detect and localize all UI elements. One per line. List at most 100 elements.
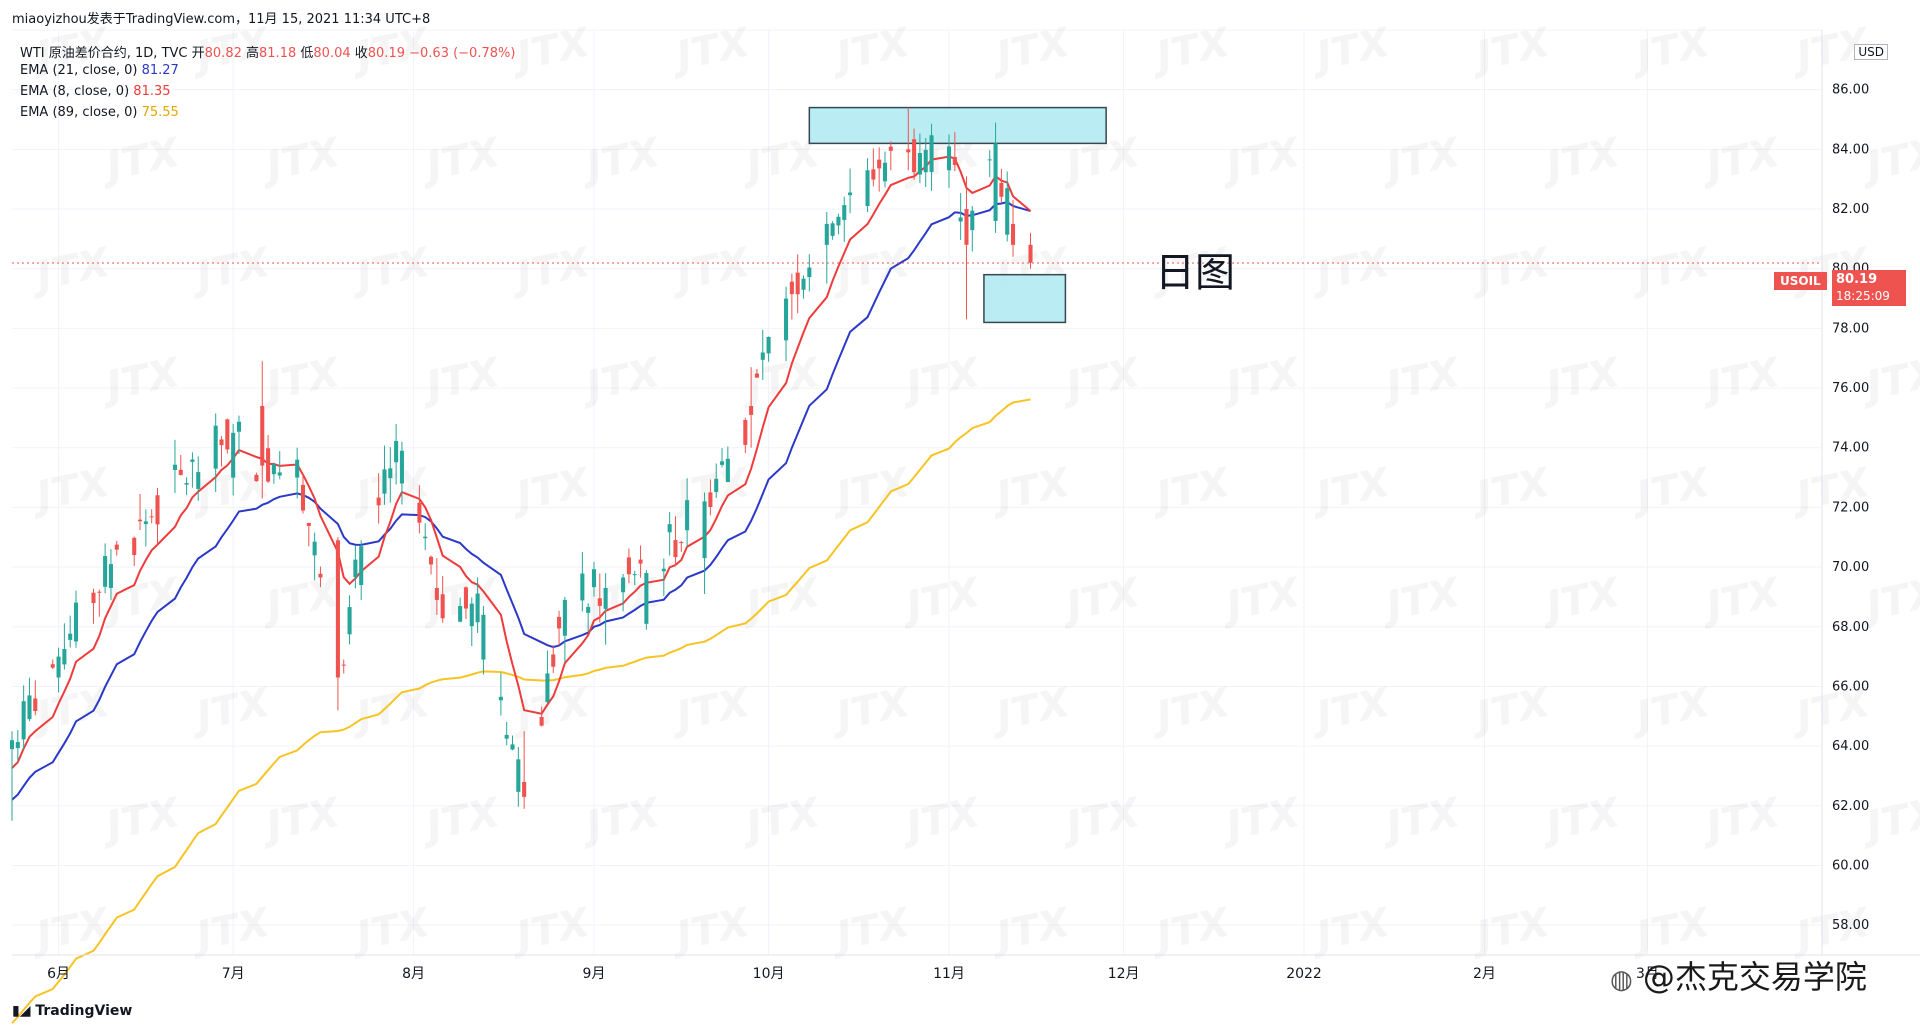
price-tick-label: 72.00 xyxy=(1832,500,1869,515)
candle-body xyxy=(271,464,276,475)
watermark-text: JTX xyxy=(1376,129,1466,191)
symbol-price-tag: USOIL xyxy=(1774,272,1827,290)
candle-body xyxy=(661,568,666,572)
watermark-text: JTX xyxy=(1056,349,1146,411)
watermark-text: JTX xyxy=(1696,349,1786,411)
candle-body xyxy=(999,182,1004,197)
candle-body xyxy=(50,664,55,668)
candle-body xyxy=(376,497,381,506)
candle-body xyxy=(62,648,67,665)
watermark-text: JTX xyxy=(346,899,436,961)
candle-body xyxy=(673,540,678,558)
watermark-text: JTX xyxy=(576,569,666,631)
candle-body xyxy=(551,654,556,667)
watermark-text: JTX xyxy=(1696,129,1786,191)
price-tick-label: 84.00 xyxy=(1832,142,1869,157)
watermark-text: JTX xyxy=(1626,19,1716,81)
price-tick-label: 60.00 xyxy=(1832,858,1869,873)
tradingview-brand: TradingView xyxy=(35,1003,133,1019)
watermark-text: JTX xyxy=(666,899,756,961)
current-price-tag: 80.19 18:25:09 xyxy=(1832,270,1906,306)
watermark-text: JTX xyxy=(256,129,346,191)
candle-body xyxy=(475,593,480,623)
watermark-text: JTX xyxy=(1466,899,1556,961)
candle-body xyxy=(458,606,463,622)
watermark-text: JTX xyxy=(826,679,916,741)
candle-body xyxy=(807,267,812,278)
price-tick-label: 76.00 xyxy=(1832,381,1869,396)
candle-body xyxy=(644,573,649,624)
candle-body xyxy=(172,464,177,470)
symbol-name: WTI 原油差价合约, 1D, TVC xyxy=(20,46,188,61)
time-tick-label: 9月 xyxy=(583,966,606,982)
candle-body xyxy=(749,405,754,415)
candle-body xyxy=(539,716,544,726)
indicator-ema89[interactable]: EMA (89, close, 0) 75.55 xyxy=(20,105,179,120)
candle-body xyxy=(97,591,102,593)
candle-body xyxy=(463,587,468,609)
open-label: 开 xyxy=(191,46,205,61)
candle-body xyxy=(626,557,631,575)
low-label: 低 xyxy=(300,46,314,61)
wechat-watermark: ◍ @杰克交易学院 xyxy=(1610,952,1867,998)
candle-body xyxy=(725,458,730,483)
watermark-text: JTX xyxy=(896,569,986,631)
candle-body xyxy=(196,472,201,489)
candle-body xyxy=(667,524,672,533)
symbol-legend[interactable]: WTI 原油差价合约, 1D, TVC 开80.82 高81.18 低80.04… xyxy=(20,42,515,61)
tradingview-logo[interactable]: ▮◢ TradingView xyxy=(12,1003,132,1019)
watermark-text: JTX xyxy=(576,349,666,411)
watermark-text: JTX xyxy=(1306,679,1396,741)
watermark-text: JTX xyxy=(416,789,506,851)
candle-body xyxy=(801,278,806,290)
candle-body xyxy=(155,495,160,525)
candle-body xyxy=(638,559,643,564)
watermark-text: JTX xyxy=(186,899,276,961)
price-tick-label: 64.00 xyxy=(1832,739,1869,754)
watermark-text: JTX xyxy=(1146,459,1236,521)
candle-body xyxy=(685,500,690,531)
candle-body xyxy=(719,461,725,465)
currency-button[interactable]: USD xyxy=(1854,44,1888,60)
watermark-text: JTX xyxy=(1626,679,1716,741)
watermark-text: JTX xyxy=(1306,459,1396,521)
candle-body xyxy=(143,521,148,525)
price-axis[interactable]: 58.00 60.00 62.00 64.00 66.00 68.00 70.00 72.00… xyxy=(1832,83,1869,933)
time-axis[interactable]: 6月 7月 8月 9月 10月 11月 12月 2022 2月 3月 xyxy=(47,966,1659,982)
candle-body xyxy=(108,564,113,588)
publish-info: miaoyizhou发表于TradingView.com，11月 15, 202… xyxy=(12,8,430,27)
price-tick-label: 74.00 xyxy=(1832,441,1869,456)
candle-body xyxy=(481,614,486,660)
indicator-ema21[interactable]: EMA (21, close, 0) 81.27 xyxy=(20,63,179,78)
watermark-text: JTX xyxy=(1306,899,1396,961)
candle-body xyxy=(952,156,957,165)
candle-body xyxy=(970,210,975,231)
candle-body xyxy=(522,781,527,797)
candle-body xyxy=(295,459,300,478)
candle-body xyxy=(434,587,439,600)
candle-body xyxy=(423,536,428,539)
zone-rectangle[interactable] xyxy=(808,106,1107,145)
candle-body xyxy=(789,281,794,295)
rectangle-zones[interactable] xyxy=(808,106,1107,324)
watermark-text: JTX xyxy=(186,239,276,301)
change-value: −0.63 (−0.78%) xyxy=(409,46,516,61)
watermark-text: JTX xyxy=(986,899,1076,961)
candle-body xyxy=(335,540,340,678)
open-value: 80.82 xyxy=(204,46,242,61)
timeframe-annotation[interactable]: 日图 xyxy=(1155,250,1235,296)
candle-body xyxy=(399,450,404,484)
candle-body xyxy=(347,607,352,635)
candle-body xyxy=(9,740,15,750)
candle-body xyxy=(388,468,393,479)
watermark-text: JTX xyxy=(26,899,116,961)
watermark-text: JTX xyxy=(1306,239,1396,301)
indicator-ema8[interactable]: EMA (8, close, 0) 81.35 xyxy=(20,84,171,99)
candle-body xyxy=(1005,188,1010,235)
candle-body xyxy=(987,159,992,161)
zone-rectangle[interactable] xyxy=(983,273,1067,324)
candle-body xyxy=(958,217,963,222)
watermark-text: JTX xyxy=(1216,349,1306,411)
candle-body xyxy=(632,574,637,576)
